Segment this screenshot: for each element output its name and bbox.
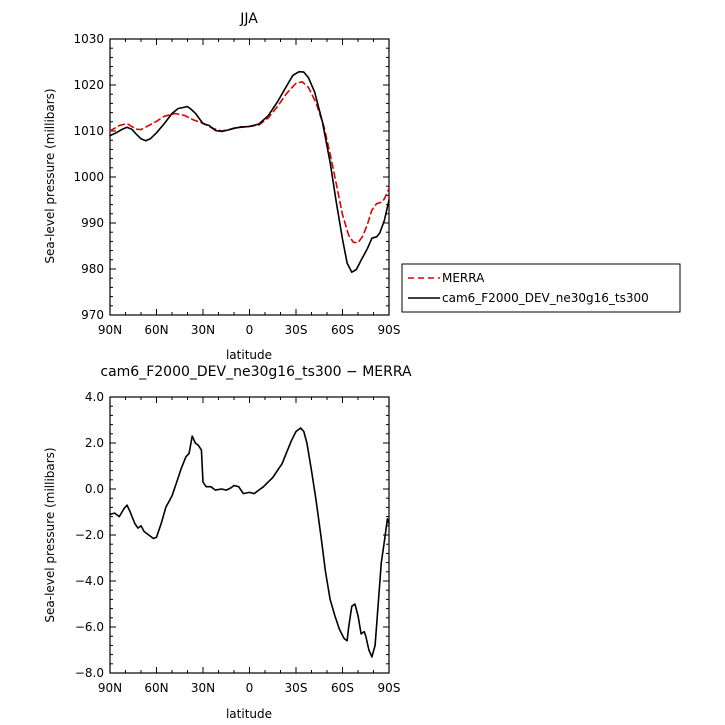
top-panel-ylabel: Sea-level pressure (millibars)	[43, 88, 57, 263]
bottom-panel-xlabel: latitude	[226, 707, 272, 721]
x-tick-label: 60N	[144, 323, 168, 337]
top-panel: JJA 90N 60N 30N 0 30S 60S 90S 970 980 990 1000 1010…	[43, 11, 681, 362]
x-tick-label: 90N	[98, 681, 122, 695]
legend: MERRA cam6_F2000_DEV_ne30g16_ts300	[401, 263, 681, 313]
y-tick-label: 1010	[73, 124, 104, 138]
x-tick-label: 60N	[144, 681, 168, 695]
y-tick-label: −2.0	[75, 528, 104, 542]
x-tick-label: 30S	[285, 681, 308, 695]
y-tick-label: 1000	[73, 170, 104, 184]
x-tick-label: 30N	[191, 323, 215, 337]
x-tick-label: 60S	[331, 681, 354, 695]
legend-box	[401, 263, 681, 313]
legend-label-merra: MERRA	[442, 271, 485, 285]
x-tick-label: 30S	[285, 323, 308, 337]
x-tick-label: 30N	[191, 681, 215, 695]
bottom-panel: cam6_F2000_DEV_ne30g16_ts300 − MERRA 90N…	[43, 364, 412, 721]
series-line-1	[109, 70, 390, 273]
legend-label-model: cam6_F2000_DEV_ne30g16_ts300	[442, 291, 649, 305]
x-tick-label: 0	[246, 323, 254, 337]
y-tick-label: 2.0	[85, 436, 104, 450]
y-tick-label: 4.0	[85, 390, 104, 404]
top-panel-title: JJA	[239, 11, 258, 27]
y-tick-label: 1030	[73, 32, 104, 46]
y-tick-label: 980	[81, 262, 104, 276]
top-panel-xlabel: latitude	[226, 348, 272, 362]
x-tick-label: 0	[246, 681, 254, 695]
series-line-0	[109, 427, 390, 658]
y-tick-label: −6.0	[75, 620, 104, 634]
y-tick-label: −8.0	[75, 666, 104, 680]
top-panel-plot: 90N 60N 30N 0 30S 60S 90S 970 980 990 1000 1010 1020…	[73, 32, 400, 337]
plot-frame	[109, 396, 390, 674]
bottom-panel-title: cam6_F2000_DEV_ne30g16_ts300 − MERRA	[100, 364, 412, 380]
y-tick-label: 990	[81, 216, 104, 230]
x-tick-label: 60S	[331, 323, 354, 337]
bottom-panel-plot: 90N 60N 30N 0 30S 60S 90S −8.0 −6.0 −4.0 −2.0 0.0 2.…	[75, 390, 401, 695]
plot-frame	[109, 38, 390, 316]
y-tick-label: 970	[81, 308, 104, 322]
y-tick-label: 0.0	[85, 482, 104, 496]
y-tick-label: 1020	[73, 78, 104, 92]
y-tick-label: −4.0	[75, 574, 104, 588]
x-tick-label: 90S	[378, 681, 401, 695]
bottom-panel-ylabel: Sea-level pressure (millibars)	[43, 447, 57, 622]
x-tick-label: 90S	[378, 323, 401, 337]
series-line-0	[109, 81, 390, 244]
x-tick-label: 90N	[98, 323, 122, 337]
